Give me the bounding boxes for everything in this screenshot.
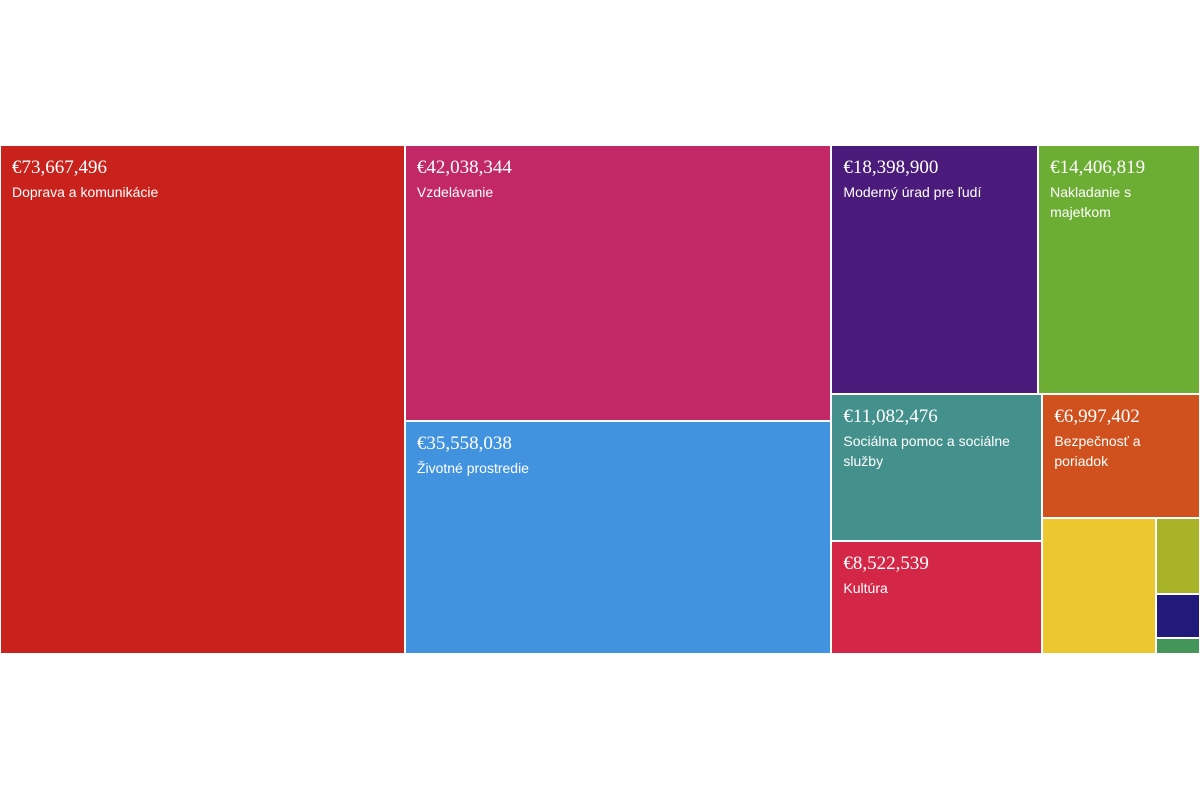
cell-value: €6,997,402 xyxy=(1054,406,1140,427)
treemap-cell[interactable]: €11,082,476 Sociálna pomoc a sociálne slu… xyxy=(831,394,1043,541)
cell-value: €18,398,900 xyxy=(843,157,939,178)
treemap-cell[interactable]: €18,398,900 Moderný úrad pre ľudí xyxy=(831,145,1039,394)
cell-value: €8,522,539 xyxy=(843,552,929,574)
cell-value: €14,406,819 xyxy=(1050,157,1146,178)
treemap-chart: €73,667,496 Doprava a komunikácie €42,038,… xyxy=(0,145,1200,654)
treemap-cell[interactable]: €8,522,539 Kultúra xyxy=(831,540,1043,654)
cell-label: Nakladanie s majetkom xyxy=(1050,184,1132,220)
cell-label: Moderný úrad pre ľudí xyxy=(843,184,982,200)
treemap-cell[interactable] xyxy=(1155,638,1200,654)
treemap-cell[interactable] xyxy=(1155,518,1200,594)
treemap-cell[interactable]: €73,667,496 Doprava a komunikácie xyxy=(0,145,405,654)
cell-value: €73,667,496 xyxy=(12,157,107,178)
cell-label: Sociálna pomoc a sociálne služby xyxy=(843,433,1010,469)
treemap-cell[interactable]: €42,038,344 Vzdelávanie xyxy=(404,145,832,421)
cell-label: Kultúra xyxy=(843,579,888,596)
cell-value: €42,038,344 xyxy=(416,157,512,178)
cell-label: Doprava a komunikácie xyxy=(12,184,159,200)
cell-label: Vzdelávanie xyxy=(416,184,494,200)
treemap-cell[interactable]: €14,406,819 Nakladanie s majetkom xyxy=(1038,145,1200,394)
cell-label: Životné prostredie xyxy=(416,459,529,476)
treemap-cell[interactable]: €6,997,402 Bezpečnosť a poriadok xyxy=(1042,394,1200,519)
cell-value: €35,558,038 xyxy=(416,432,512,454)
cell-label: Bezpečnosť a poriadok xyxy=(1054,433,1141,469)
treemap-cell[interactable] xyxy=(1155,594,1200,639)
cell-value: €11,082,476 xyxy=(843,406,938,427)
treemap-cell[interactable]: €35,558,038 Životné prostredie xyxy=(404,420,832,654)
treemap-cell[interactable] xyxy=(1042,518,1156,654)
